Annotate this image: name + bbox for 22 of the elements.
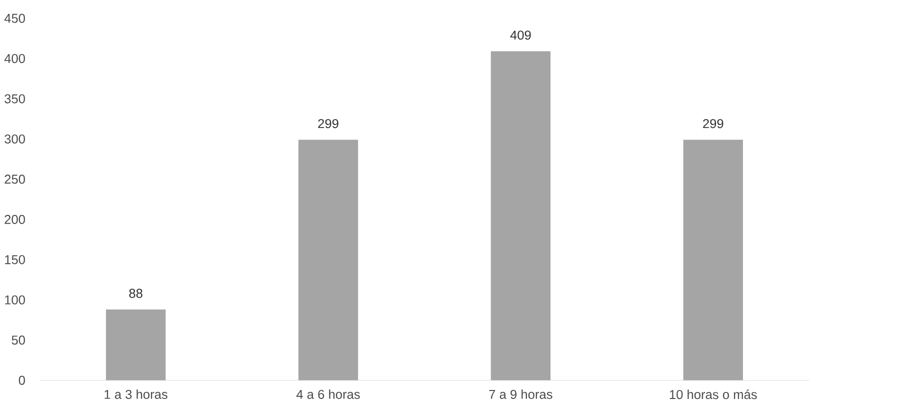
y-tick-label: 300	[4, 134, 25, 144]
bar	[106, 309, 166, 380]
bar	[298, 140, 358, 380]
x-tick-label: 10 horas o más	[670, 389, 757, 400]
bar	[490, 51, 551, 380]
data-label: 299	[703, 118, 724, 128]
y-tick-label: 200	[4, 214, 25, 224]
x-tick-label: 1 a 3 horas	[104, 389, 168, 399]
bar	[683, 140, 743, 380]
data-label: 299	[318, 118, 338, 128]
y-tick-label: 0	[18, 376, 25, 385]
y-tick-label: 50	[12, 335, 25, 345]
y-tick-label: 450	[4, 14, 25, 23]
x-tick-label: 7 a 9 horas	[489, 389, 552, 399]
data-label: 409	[510, 30, 531, 40]
y-tick-label: 250	[4, 174, 25, 184]
x-tick-label: 4 a 6 horas	[296, 389, 360, 399]
y-tick-label: 100	[5, 295, 25, 304]
y-tick-label: 150	[5, 255, 25, 264]
y-tick-label: 350	[4, 94, 25, 104]
y-tick-label: 400	[4, 54, 25, 64]
data-label: 88	[129, 288, 142, 298]
